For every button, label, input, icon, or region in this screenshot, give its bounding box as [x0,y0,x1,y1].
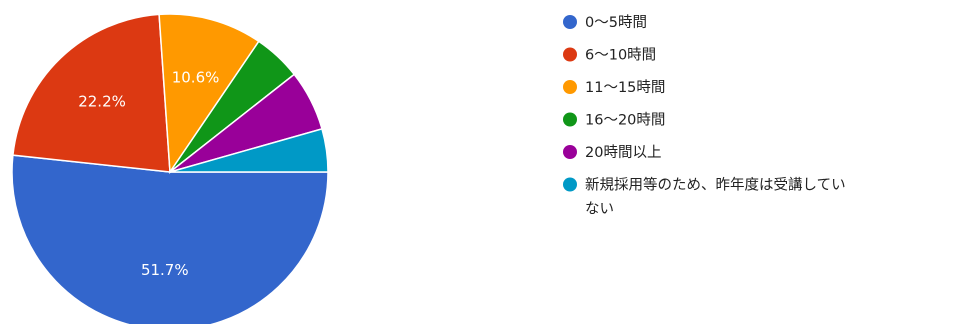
legend-swatch-3 [563,80,577,94]
pie-slice-3 [158,13,260,175]
pie-data-label-2: 22.2% [78,92,126,110]
legend-swatch-5 [563,145,577,159]
pie-slices [11,13,329,324]
legend-swatch-2 [563,47,577,62]
pie-data-label-3: 10.6% [172,68,220,86]
legend-label-3: 11〜15時間 [585,79,665,96]
legend-swatch-1 [563,15,577,29]
pie-slice-2 [12,13,171,173]
pie-slice-1 [11,154,329,324]
legend-swatch-6 [563,177,577,192]
legend: 0〜5時間 6〜10時間 11〜15時間 16〜20時間 20時間以上新規採用等のため、… [563,14,846,218]
legend-label-4: 16〜20時間 [585,112,665,129]
legend-label-1: 0〜5時間 [585,14,647,31]
pie-data-labels: 51.7% 22.2% 10.6% [78,68,219,278]
legend-label-2: 6〜10時間 [585,47,656,64]
legend-label-5: 20時間以上 [585,144,661,161]
legend-swatch-4 [563,112,577,127]
pie-slice-6 [169,127,329,173]
legend-label-6: 新規採用等のため、昨年度は受講していない [585,176,846,218]
pie-data-label-1: 51.7% [141,261,189,279]
